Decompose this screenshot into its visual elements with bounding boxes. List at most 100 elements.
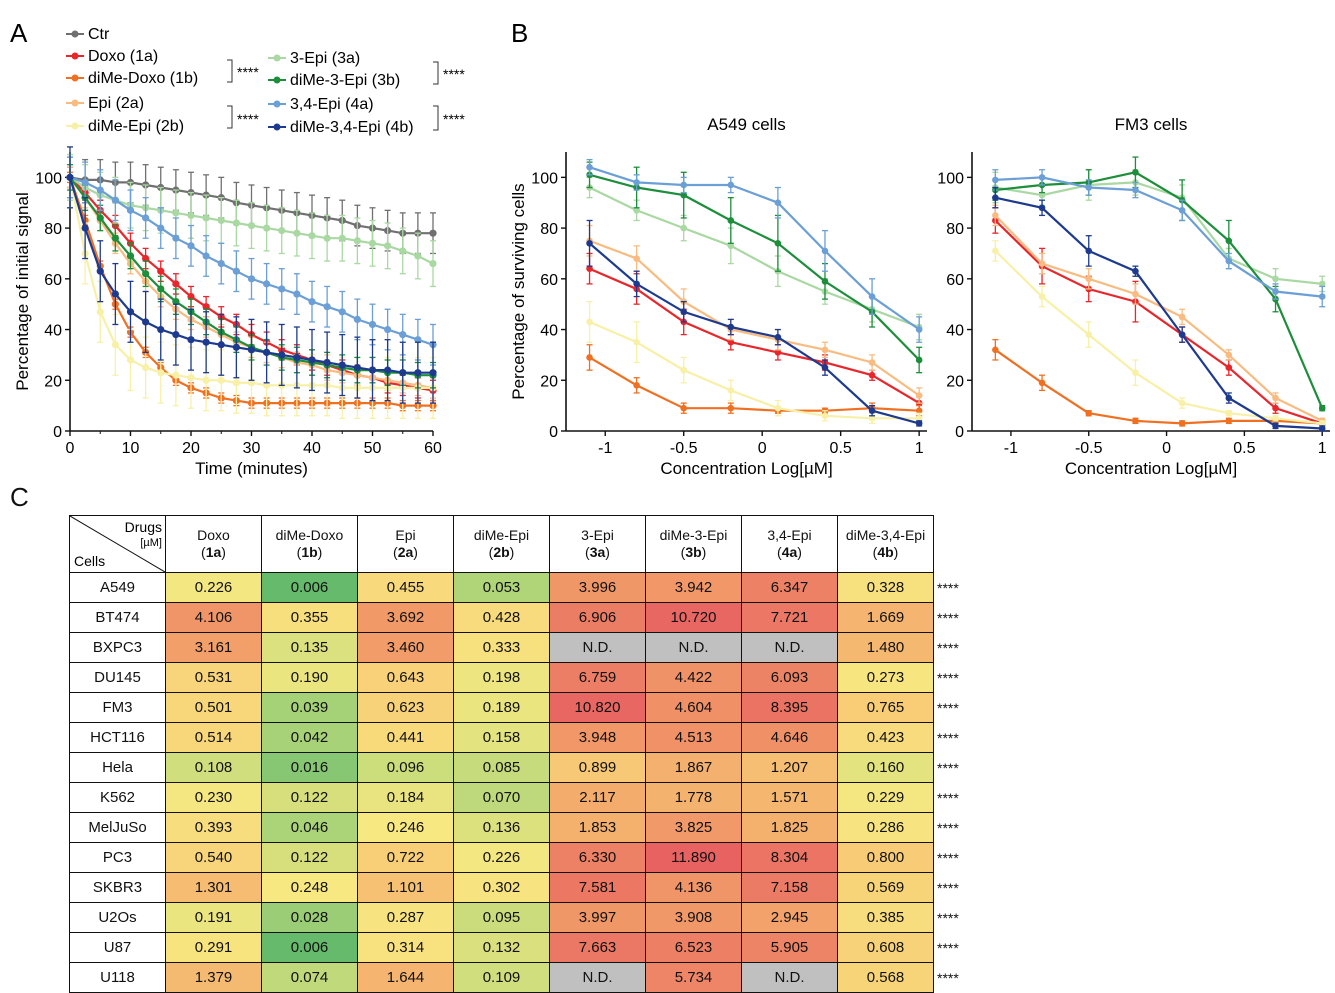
- heatmap-cell: 0.643: [357, 662, 454, 693]
- heatmap-cell: 0.514: [165, 722, 262, 753]
- series-line: [589, 267, 920, 405]
- chart-time-course: 0 20 40 60 80 100 0 10 20 30 40 50 60 Time (minutes) P…: [13, 146, 442, 478]
- data-point: [633, 255, 640, 262]
- data-point: [1178, 331, 1186, 338]
- heatmap-cell: 0.302: [453, 872, 550, 903]
- column-header: diMe-3-Epi (3b): [645, 515, 742, 573]
- data-point: [992, 247, 999, 255]
- y-tick-label: 40: [540, 323, 558, 340]
- heatmap-cell: 3.908: [645, 902, 742, 933]
- significance-label: ****: [937, 879, 959, 896]
- row-label: MelJuSo: [69, 812, 166, 843]
- data-point: [727, 217, 735, 224]
- data-point: [368, 320, 377, 329]
- data-point: [915, 407, 923, 415]
- column-code: (4a): [777, 544, 802, 560]
- diagonal-line: [70, 516, 165, 572]
- heatmap-cell: 1.644: [357, 962, 454, 993]
- compound-code: 2a: [397, 544, 414, 560]
- table-row: U2Os 0.191 0.028 0.287 0.095 3.997 3.908 2.945 0…: [69, 902, 984, 933]
- heatmap-cell: 0.189: [453, 692, 550, 723]
- heatmap-cell: 0.006: [261, 572, 358, 603]
- data-point: [680, 224, 688, 232]
- column-code: (4b): [872, 544, 899, 560]
- data-point: [727, 338, 735, 346]
- data-point: [633, 207, 640, 214]
- data-point: [915, 415, 923, 422]
- series-line: [994, 214, 1323, 422]
- significance-label: ****: [937, 699, 959, 716]
- compound-code: 4a: [781, 544, 798, 560]
- panel-letter-a: A: [10, 18, 28, 48]
- heatmap-cell: 6.093: [741, 662, 838, 693]
- data-point: [586, 318, 593, 326]
- data-point: [157, 325, 165, 334]
- data-point: [384, 325, 392, 334]
- corner-cells-label: Cells: [74, 553, 105, 569]
- panel-letter-c: C: [10, 482, 29, 512]
- data-point: [1038, 204, 1046, 212]
- legend-swatch-dot: [71, 52, 79, 60]
- series-3-4-epi-4a: [586, 158, 923, 343]
- y-tick-label: 80: [44, 221, 62, 238]
- row-label: K562: [69, 782, 166, 813]
- heatmap-cell: 0.039: [261, 692, 358, 723]
- y-tick-label: 100: [937, 170, 964, 187]
- legend-item-dime-3-4-epi: diMe-3,4-Epi (4b): [268, 119, 414, 136]
- series-line: [589, 166, 920, 331]
- bracket-sig-label: ****: [237, 64, 259, 80]
- heatmap-cell: 4.422: [645, 662, 742, 693]
- row-label: SKBR3: [69, 872, 166, 903]
- legend-swatch-dot: [273, 123, 281, 131]
- row-label: FM3: [69, 692, 166, 723]
- data-point: [232, 379, 240, 387]
- table-row: DU145 0.531 0.190 0.643 0.198 6.759 4.422 6.093…: [69, 662, 984, 693]
- heatmap-cell: 0.291: [165, 932, 262, 963]
- significance-label: ****: [937, 819, 959, 836]
- y-tick-label: 80: [540, 221, 558, 238]
- heatmap-cell: N.D.: [645, 632, 742, 663]
- heatmap-cell: 0.393: [165, 812, 262, 843]
- data-point: [142, 318, 150, 326]
- heatmap-cell: 0.158: [453, 722, 550, 753]
- data-point: [992, 346, 999, 354]
- series-line: [589, 173, 920, 361]
- data-point: [247, 346, 256, 354]
- heatmap-cell: 6.759: [549, 662, 646, 693]
- data-point: [414, 336, 422, 344]
- heatmap-cell: 0.016: [261, 752, 358, 783]
- data-point: [172, 209, 180, 217]
- heatmap-cell: 0.722: [357, 842, 454, 873]
- row-label: Hela: [69, 752, 166, 783]
- data-point: [1272, 415, 1279, 422]
- x-tick-label: -1: [598, 440, 612, 457]
- column-header: diMe-Epi (2b): [453, 515, 550, 573]
- data-point: [1225, 351, 1233, 359]
- data-point: [278, 285, 286, 293]
- data-point: [915, 420, 923, 427]
- data-point: [111, 341, 119, 349]
- data-point: [1178, 313, 1186, 321]
- data-point: [727, 404, 735, 412]
- table-row: U118 1.379 0.074 1.644 0.109 N.D. 5.734 N.D. 0.5…: [69, 962, 984, 993]
- legend-swatch-dot: [71, 74, 79, 82]
- series-dime-epi-2b: [992, 240, 1326, 427]
- compound-code: 1a: [205, 544, 222, 560]
- data-point: [915, 356, 923, 364]
- column-name: diMe-Epi: [473, 527, 530, 543]
- data-point: [1272, 275, 1279, 283]
- x-tick-label: 0: [758, 440, 767, 457]
- heatmap-cell: 0.328: [837, 572, 934, 603]
- data-point: [992, 194, 999, 201]
- data-point: [263, 348, 271, 356]
- data-point: [680, 404, 688, 412]
- heatmap-cell: 3.996: [549, 572, 646, 603]
- legend-label: Doxo (1a): [88, 48, 158, 65]
- data-point: [1318, 420, 1326, 427]
- heatmap-cell: 0.042: [261, 722, 358, 753]
- data-point: [429, 260, 437, 268]
- series-line: [994, 219, 1323, 425]
- data-point: [323, 234, 331, 242]
- data-point: [217, 341, 225, 349]
- y-tick-label: 20: [44, 373, 62, 390]
